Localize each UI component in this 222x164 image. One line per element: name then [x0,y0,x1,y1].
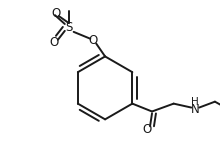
Text: O: O [49,36,59,49]
Text: H: H [191,97,199,107]
Text: O: O [51,7,61,20]
Text: O: O [89,34,98,47]
Text: S: S [65,21,72,34]
Text: O: O [143,123,152,136]
Text: N: N [191,103,200,116]
